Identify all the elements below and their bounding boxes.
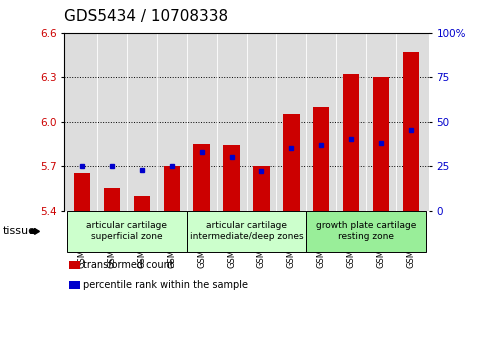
Bar [313,107,329,211]
Bar [373,77,389,211]
Bar [74,174,90,211]
Bar [223,145,240,211]
Text: tissue: tissue [2,227,35,236]
Bar [134,196,150,211]
Bar [343,74,359,211]
Bar [164,166,180,211]
Bar [104,188,120,211]
Bar [253,166,270,211]
Bar [403,52,419,211]
Bar [283,114,300,211]
Text: growth plate cartilage
resting zone: growth plate cartilage resting zone [316,221,416,241]
Text: GDS5434 / 10708338: GDS5434 / 10708338 [64,9,228,24]
Text: articular cartilage
superficial zone: articular cartilage superficial zone [86,221,168,241]
Text: transformed count: transformed count [83,260,174,270]
Bar [193,144,210,211]
Text: percentile rank within the sample: percentile rank within the sample [83,280,248,290]
Text: articular cartilage
intermediate/deep zones: articular cartilage intermediate/deep zo… [190,221,303,241]
